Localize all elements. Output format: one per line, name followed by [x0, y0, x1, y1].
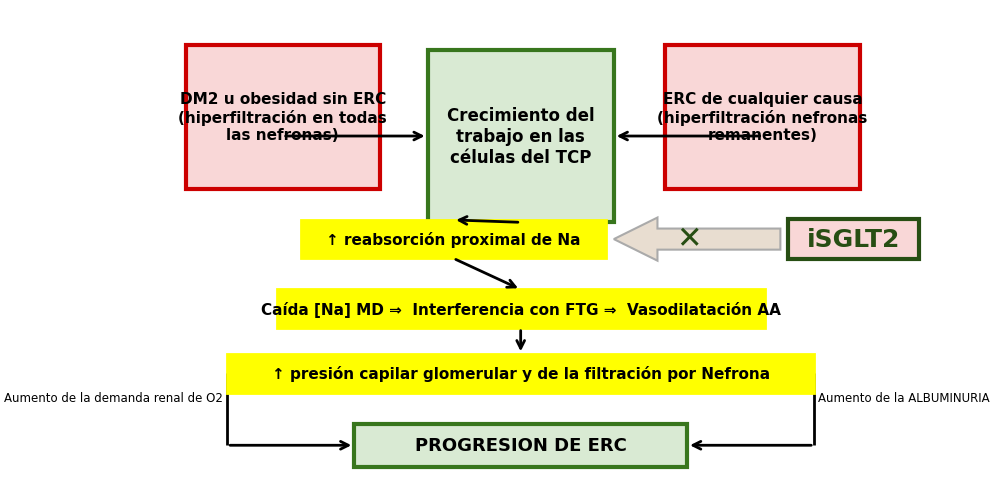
- Text: ✕: ✕: [676, 225, 702, 254]
- Text: ↑ reabsorción proximal de Na: ↑ reabsorción proximal de Na: [326, 232, 581, 248]
- FancyBboxPatch shape: [665, 46, 860, 189]
- FancyBboxPatch shape: [301, 221, 606, 259]
- Text: Caída [Na] MD ⇒  Interferencia con FTG ⇒  Vasodilatación AA: Caída [Na] MD ⇒ Interferencia con FTG ⇒ …: [261, 301, 781, 317]
- FancyBboxPatch shape: [427, 51, 614, 223]
- Text: iSGLT2: iSGLT2: [807, 227, 900, 252]
- Text: Aumento de la ALBUMINURIA: Aumento de la ALBUMINURIA: [818, 391, 990, 404]
- FancyBboxPatch shape: [227, 354, 814, 393]
- FancyBboxPatch shape: [185, 46, 379, 189]
- Polygon shape: [614, 218, 780, 261]
- Text: ERC de cualquier causa
(hiperfiltración nefronas
remanentes): ERC de cualquier causa (hiperfiltración …: [657, 92, 868, 143]
- FancyBboxPatch shape: [788, 219, 919, 260]
- Text: DM2 u obesidad sin ERC
(hiperfiltración en todas
las nefronas): DM2 u obesidad sin ERC (hiperfiltración …: [178, 92, 387, 143]
- Text: Crecimiento del
trabajo en las
células del TCP: Crecimiento del trabajo en las células d…: [447, 107, 595, 166]
- FancyBboxPatch shape: [277, 290, 765, 328]
- Text: Aumento de la demanda renal de O2: Aumento de la demanda renal de O2: [4, 391, 223, 404]
- FancyBboxPatch shape: [355, 424, 687, 467]
- Text: ↑ presión capilar glomerular y de la filtración por Nefrona: ↑ presión capilar glomerular y de la fil…: [272, 365, 770, 381]
- Text: PROGRESION DE ERC: PROGRESION DE ERC: [414, 437, 626, 454]
